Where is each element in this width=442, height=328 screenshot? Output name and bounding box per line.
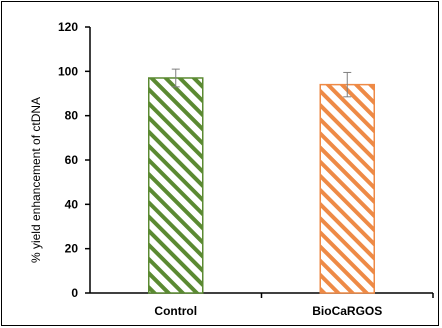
bar-biocargos (319, 83, 375, 294)
bar-control (148, 77, 204, 294)
y-tick-label: 0 (71, 286, 78, 300)
y-tick-label: 40 (65, 197, 79, 211)
y-tick-label: 120 (58, 20, 78, 34)
x-tick-label: Control (154, 304, 197, 318)
x-tick-label: BioCaRGOS (312, 304, 382, 318)
y-axis-title: % yield enhancement of ctDNA (29, 97, 43, 263)
y-tick-label: 60 (65, 153, 79, 167)
y-tick-label: 20 (65, 242, 79, 256)
y-tick-label: 80 (65, 109, 79, 123)
y-tick-label: 100 (58, 64, 78, 78)
